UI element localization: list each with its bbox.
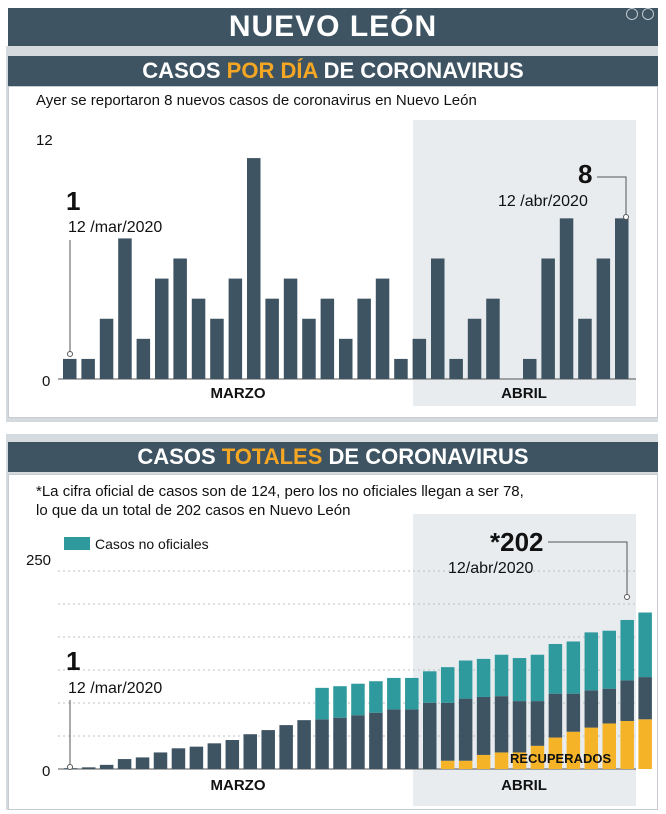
section-2-title: CASOS TOTALES DE CORONAVIRUS bbox=[8, 442, 658, 472]
chart-2-panel bbox=[8, 474, 658, 810]
title-part: DE CORONAVIRUS bbox=[322, 444, 529, 469]
chart-1-panel bbox=[8, 86, 658, 418]
title-part: CASOS bbox=[137, 444, 222, 469]
chart-1-subtitle: Ayer se reportaron 8 nuevos casos de cor… bbox=[36, 92, 477, 109]
chart-2-subtitle: *La cifra oficial de casos son de 124, p… bbox=[36, 482, 524, 520]
header-bar bbox=[8, 8, 658, 46]
chart-2-subtitle-line2: lo que da un total de 202 casos en Nuevo… bbox=[36, 502, 351, 519]
section-1-title: CASOS POR DÍA DE CORONAVIRUS bbox=[8, 56, 658, 86]
title-highlight: POR DÍA bbox=[226, 58, 318, 83]
title-part: CASOS bbox=[142, 58, 227, 83]
page-title: NUEVO LEÓN bbox=[228, 10, 438, 43]
chart-2-subtitle-line1: *La cifra oficial de casos son de 124, p… bbox=[36, 483, 524, 500]
title-part: DE CORONAVIRUS bbox=[317, 58, 524, 83]
decorative-ring-icon bbox=[626, 8, 638, 20]
decorative-ring-icon bbox=[642, 8, 654, 20]
title-highlight: TOTALES bbox=[221, 444, 323, 469]
